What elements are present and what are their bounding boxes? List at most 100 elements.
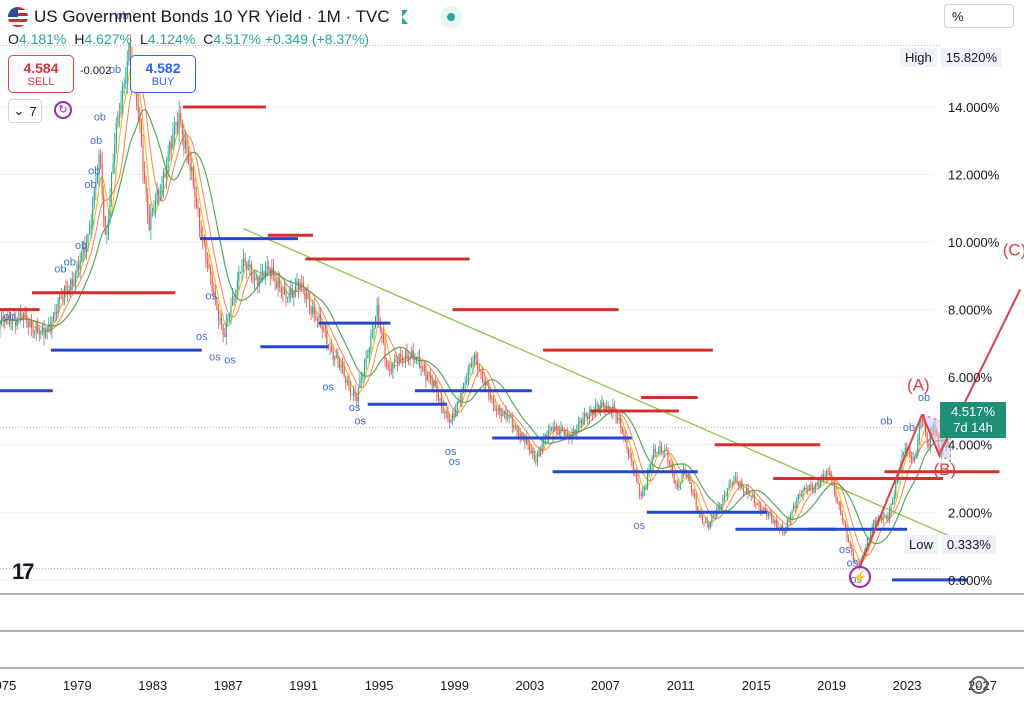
candle-body [232,295,234,306]
candle-body [738,482,740,487]
candle-body [203,239,205,244]
candle-body [318,314,320,321]
candle-body [901,453,903,467]
interval-selector[interactable]: ⌄ 7 [8,99,42,123]
candle-body [437,394,440,401]
candle-body [547,430,550,439]
candle-body [708,523,710,528]
candle-body [283,289,285,295]
candle-body [100,154,102,163]
candle-body [255,277,257,279]
candle-body [206,260,208,264]
candle-body [423,367,425,372]
lightning-icon[interactable]: ⚡ [849,566,871,588]
candle-body [818,484,820,486]
candle-body [74,274,76,282]
candle-body [447,411,449,420]
candle-body [70,279,72,291]
candle-body [265,268,267,278]
candle-body [857,561,859,565]
candle-body [661,445,663,453]
sell-button[interactable]: 4.584 SELL [8,55,74,93]
high-label: High [900,47,937,67]
buy-button[interactable]: 4.582 BUY [130,55,196,93]
candle-body [758,504,760,507]
candle-body [637,477,639,484]
candle-body [755,503,757,505]
candle-body [747,488,749,495]
candle-body [442,406,444,413]
price-axis[interactable]: 0.000% 2.000% 4.000% 6.000% 8.000% 10.000% 12.… [948,100,1000,588]
candle-body [252,275,254,281]
candle-body [741,483,743,489]
ob-marker: ob [75,240,87,252]
candle-body [587,416,589,420]
candle-body [246,262,248,270]
candle-body [744,491,746,493]
market-status-icon[interactable] [439,6,462,28]
candle-body [371,332,373,335]
time-axis[interactable]: 1975 1979 1983 1987 1991 1995 1999 2003 2007 2011… [0,678,997,693]
candle-body [612,405,614,414]
candle-body [689,475,691,484]
candle-body [887,516,889,521]
candle-body [420,366,422,369]
candle-body [892,499,894,505]
ohlc-high: H4.627% [74,31,132,47]
candle-body [224,334,226,337]
tradingview-logo[interactable]: 17 [12,559,35,584]
sync-icon[interactable]: ↻ [54,101,72,119]
candle-body [574,429,576,434]
candle-body [844,522,847,529]
ob-marker: ob [918,392,930,404]
candle-body [684,469,686,472]
x-tick-label: 1983 [138,678,167,693]
candle-body [461,391,463,402]
candle-body [690,483,693,491]
candle-body [378,305,380,322]
candle-body [142,144,144,172]
candle-body [57,299,59,315]
candle-body [285,289,287,298]
candle-body [695,496,697,507]
flag-icon[interactable] [401,10,408,24]
candle-body [866,538,869,548]
candle-body [533,450,535,461]
candle-body [654,448,656,453]
symbol-title[interactable]: US Government Bonds 10 YR Yield · 1M · T… [34,7,390,26]
candle-body [615,410,617,418]
low-label: Low [904,534,938,554]
candle-body [914,457,916,459]
candle-body [411,350,413,358]
candle-body [584,413,586,419]
candle-body [837,499,839,502]
candle-body [279,279,281,288]
candle-body [651,458,653,465]
gear-icon[interactable]: ⚙ [970,676,988,694]
candle-body [763,509,765,511]
candle-body [244,258,246,263]
candle-body [211,275,213,291]
candle-body [395,359,397,361]
candle-body [178,113,180,130]
candle-body [700,513,702,516]
candle-body [158,189,160,195]
candle-body [813,488,815,491]
candle-body [205,243,207,261]
ob-marker: ob [90,135,102,147]
candle-body [145,179,147,195]
candle-body [98,154,100,176]
candle-body [401,357,403,361]
candle-body [368,348,370,357]
candle-body [393,359,396,363]
candle-body [560,426,562,434]
candle-body [507,416,509,419]
unit-field[interactable]: % [944,4,1014,28]
candle-body [511,417,513,428]
candle-body [733,477,735,485]
candle-body [225,321,227,337]
candle-body [403,360,405,362]
candle-body [804,487,806,490]
candle-body [114,144,116,163]
